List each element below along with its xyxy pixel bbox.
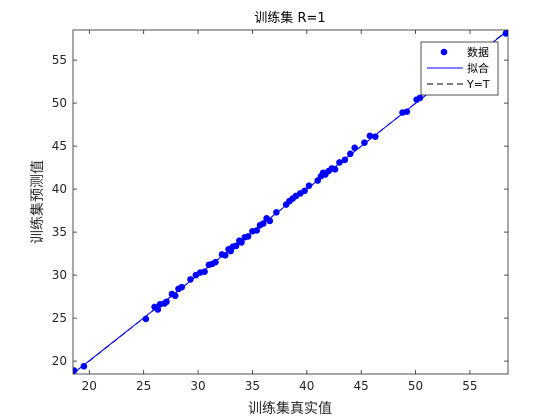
data-point xyxy=(221,252,229,259)
axes-box xyxy=(72,29,509,375)
y-tick-label: 40 xyxy=(52,182,67,196)
y-tick-label: 50 xyxy=(52,96,67,110)
y-tick-label: 20 xyxy=(52,354,67,368)
data-point xyxy=(178,283,186,291)
data-point xyxy=(260,220,267,227)
data-point xyxy=(361,139,368,146)
axes-layer: 20 25 30 35 40 45 50 55 20 25 30 35 40 45 50 55 xyxy=(52,29,509,393)
x-axis-title: 训练集真实值 xyxy=(248,400,332,417)
data-point xyxy=(331,166,339,173)
data-point xyxy=(232,242,240,250)
data-point xyxy=(372,133,379,140)
legend-label: 数据 xyxy=(467,45,489,59)
data-point xyxy=(201,268,208,275)
chart-title: 训练集 R=1 xyxy=(254,10,325,26)
data-point xyxy=(351,144,358,152)
x-tick-label: 20 xyxy=(82,379,97,393)
data-point xyxy=(273,209,280,216)
y-axis-title: 训练集预测值 xyxy=(29,160,46,244)
data-point xyxy=(366,132,374,140)
legend-marker xyxy=(440,48,448,56)
data-point xyxy=(305,182,313,189)
x-tick-label: 25 xyxy=(136,379,151,393)
data-point xyxy=(253,227,261,234)
data-point xyxy=(171,292,179,300)
data-point xyxy=(416,94,424,102)
y-tick-label: 30 xyxy=(52,268,67,282)
data-point xyxy=(502,30,508,37)
data-point xyxy=(154,306,162,313)
data-point xyxy=(244,233,252,240)
data-point xyxy=(212,258,219,266)
data-point xyxy=(163,298,170,306)
x-tick-label: 55 xyxy=(462,379,477,393)
x-tick-label: 30 xyxy=(190,379,205,393)
y-tick-label: 35 xyxy=(52,225,67,239)
y-tick-label: 45 xyxy=(52,139,67,153)
x-tick-label: 40 xyxy=(299,379,314,393)
y-tick-label: 25 xyxy=(52,311,67,325)
data-point xyxy=(142,315,150,323)
data-point xyxy=(341,156,349,164)
data-point xyxy=(301,187,308,195)
data-point xyxy=(187,276,194,283)
data-point xyxy=(336,159,343,166)
x-tick-label: 50 xyxy=(408,379,423,393)
legend-label: Y=T xyxy=(466,78,490,91)
data-point xyxy=(266,217,274,225)
data-point xyxy=(238,239,245,246)
data-point xyxy=(347,150,354,158)
data-point xyxy=(80,362,88,370)
x-tick-label: 45 xyxy=(354,379,369,393)
data-point xyxy=(403,108,411,115)
y-tick-label: 55 xyxy=(52,53,67,67)
x-tick-label: 35 xyxy=(245,379,260,393)
data-point xyxy=(73,367,78,374)
legend-label: 拟合 xyxy=(467,61,489,75)
